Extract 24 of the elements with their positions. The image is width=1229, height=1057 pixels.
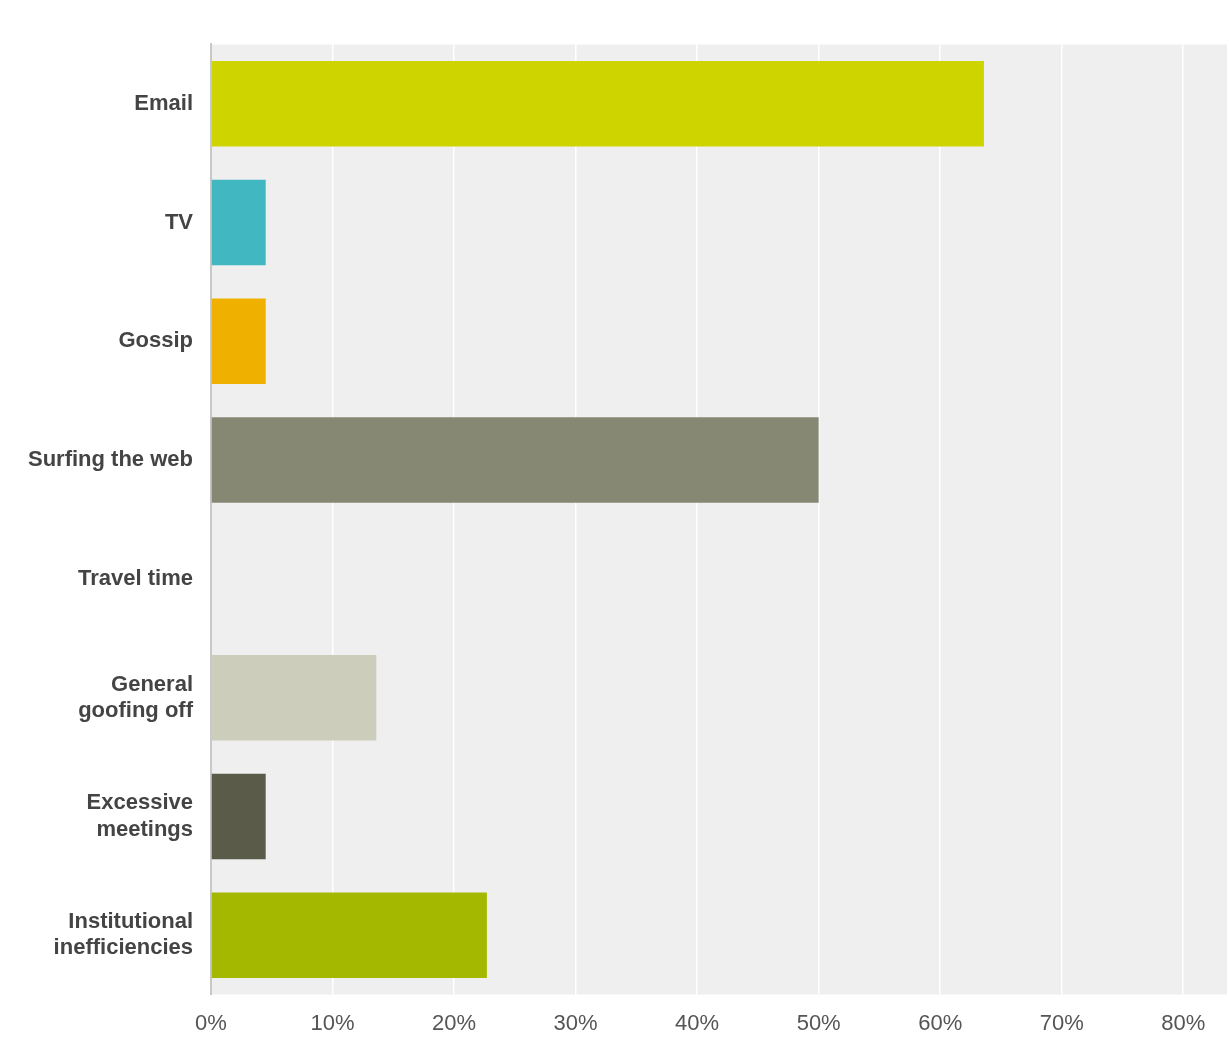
y-tick-label: Gossip [118, 327, 193, 353]
y-tick-label: Surfing the web [28, 446, 193, 472]
x-tick-label: 80% [1161, 1009, 1206, 1035]
y-tick-label: Institutional inefficiencies [53, 908, 193, 960]
y-tick-label: Excessive meetings [86, 789, 193, 841]
x-tick-label: 30% [553, 1009, 598, 1035]
x-tick-label: 10% [310, 1009, 355, 1035]
bar [211, 61, 984, 147]
bar [211, 773, 266, 860]
x-tick-label: 0% [195, 1009, 227, 1035]
x-tick-label: 70% [1039, 1009, 1084, 1035]
y-tick-label: Email [134, 89, 193, 115]
bar [211, 654, 377, 741]
bar [211, 179, 266, 266]
x-tick-label: 50% [796, 1009, 841, 1035]
x-tick-label: 60% [918, 1009, 963, 1035]
y-tick-label: General goofing off [78, 670, 194, 722]
x-tick-label: 20% [432, 1009, 477, 1035]
bar [211, 417, 819, 503]
bar [211, 892, 487, 978]
y-tick-label: TV [164, 208, 194, 234]
bar [211, 298, 266, 385]
x-tick-label: 40% [675, 1009, 720, 1035]
y-tick-label: Travel time [78, 564, 193, 590]
